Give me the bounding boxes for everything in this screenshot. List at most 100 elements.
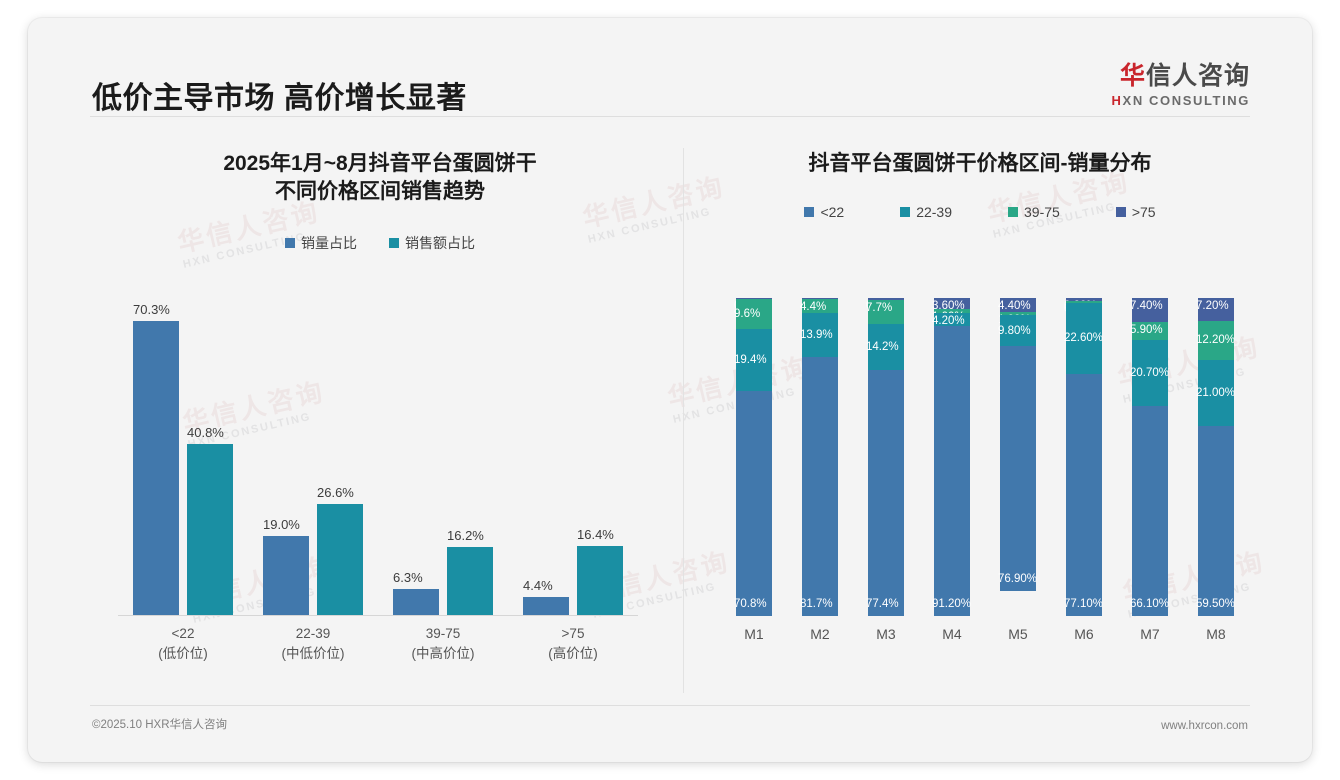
stacked-segment[interactable]: 19.4% [734,329,772,391]
bar-value-label: 6.3% [393,569,423,585]
stacked-bar-x-axis: M1 M2 M3 M4 M5 M6 M7 M8 [720,616,1250,656]
bar-value-label: 16.4% [577,527,614,543]
grouped-bar-chart: 70.3% 40.8% 19.0% 26.6% 6.3% 16.2% 4.4% 16.4% <… [98,296,658,661]
legend-item[interactable]: 22-39 [900,204,952,220]
stacked-segment-value-label: 70.8% [734,597,767,610]
bar-column[interactable]: 16.4% [577,527,623,615]
stacked-segment[interactable]: 22.60% [1064,303,1104,374]
logo-english-rest: XN CONSULTING [1122,93,1250,108]
stacked-bar-column[interactable]: 4.4%4.4%13.9%81.7% [800,298,838,617]
stacked-segment[interactable]: 7.20% [1196,298,1234,321]
stacked-bar-plot-area: 0.2%9.6%19.4%70.8%4.4%4.4%13.9%81.7%0.6%… [720,298,1250,617]
stacked-segment[interactable]: 12.20% [1196,320,1235,360]
legend-item[interactable]: 销售额占比 [389,233,475,253]
stacked-segment-value-label: 4.4% [800,301,827,314]
right-chart-legend: <22 22-39 39-75 >75 [700,204,1260,220]
stacked-bar-column[interactable]: 0.80%0.80%22.60%77.10% [1064,298,1104,617]
legend-item[interactable]: 39-75 [1008,204,1060,220]
panel-divider [683,148,684,693]
bar-column[interactable]: 16.2% [447,528,493,615]
stacked-segment[interactable]: 21.00% [1196,359,1236,427]
stacked-segment[interactable]: 77.4% [866,369,904,616]
stacked-segment[interactable]: 9.80% [998,315,1036,347]
bar[interactable]: 19.0% [263,517,309,615]
slide-frame: 华信人咨询 HXN CONSULTING 华信人咨询 HXN CONSULTIN… [28,18,1312,762]
stacked-segment[interactable]: 66.10% [1130,406,1170,616]
grouped-bar-x-axis: <22 (低价位) 22-39 (中低价位) 39-75 (中高价位) >75 (高价位) [118,616,638,661]
bar-column[interactable]: 70.3% [133,302,179,615]
stacked-segment[interactable]: 20.70% [1130,340,1169,406]
legend-swatch-icon [1115,207,1126,218]
stacked-segment[interactable]: 4.40% [998,298,1036,312]
stacked-bar-column[interactable]: 4.40%1.00%9.80%76.90% [998,298,1037,616]
bar-column[interactable]: 40.8% [187,425,233,615]
stacked-segment[interactable]: 4.20% [932,312,970,327]
bar[interactable]: 70.3% [133,302,179,615]
stacked-bar-column[interactable]: 7.20% 12.20% 21.00% 59.50% [1196,298,1236,616]
stacked-segment-value-label: 66.10% [1130,598,1170,610]
bar-column[interactable]: 4.4% [523,578,569,615]
legend-swatch-icon [285,237,295,248]
legend-swatch-icon [1008,207,1018,218]
x-axis-tick-label: <22 [171,626,195,641]
bar-column[interactable]: 26.6% [317,485,363,615]
x-axis-tick-label: M1 [744,626,764,642]
stacked-segment[interactable]: 9.6% [734,298,772,330]
stacked-segment[interactable]: 59.50% [1196,426,1236,616]
legend-item[interactable]: 销量占比 [285,233,357,253]
bar[interactable]: 26.6% [317,485,363,615]
bar[interactable]: 16.2% [447,528,493,615]
x-axis-tick-sublabel: (中低价位) [281,646,345,662]
stacked-segment[interactable]: 13.9% [800,313,838,358]
stacked-bar-column[interactable]: 0.6%7.7%14.2%77.4% [866,298,904,616]
stacked-segment[interactable]: 4.4% [800,299,838,314]
stacked-segment[interactable]: 81.7% [800,357,838,617]
stacked-segment-value-label: 59.50% [1196,597,1236,610]
bar[interactable]: 4.4% [523,578,569,615]
x-axis-tick-label: M5 [1008,626,1028,642]
stacked-segment[interactable]: 7.40% [1130,298,1168,322]
stacked-segment[interactable]: 14.2% [866,324,904,370]
stacked-bar-column[interactable]: 7.40% 5.90% 20.70% 66.10% [1130,298,1170,616]
stacked-segment[interactable]: 77.10% [1064,373,1104,617]
legend-item[interactable]: >75 [1115,204,1156,220]
legend-item[interactable]: <22 [804,204,844,220]
legend-swatch-icon [804,207,815,218]
stacked-segment-value-label: 22.60% [1064,332,1104,345]
stacked-segment-value-label: 19.4% [734,353,767,366]
stacked-segment[interactable]: 70.8% [734,390,772,616]
stacked-segment-value-label: 7.40% [1130,300,1163,312]
stacked-segment-value-label: 77.10% [1064,598,1104,611]
x-axis-tick: 22-39 (中低价位) [258,624,368,665]
stacked-segment-value-label: 21.00% [1196,387,1236,400]
stacked-segment-value-label: 77.4% [866,597,899,610]
stacked-segment[interactable]: 7.7% [866,299,904,325]
bar-column[interactable]: 6.3% [393,570,439,615]
header-divider [90,116,1250,117]
grouped-bar-plot-area: 70.3% 40.8% 19.0% 26.6% 6.3% 16.2% 4.4% 16.4% [118,298,638,616]
stacked-bar-column[interactable]: 3.60%1.00%4.20%91.20% [932,298,971,616]
stacked-segment[interactable]: 3.60% [932,298,970,312]
bar[interactable]: 16.4% [577,527,623,615]
x-axis-tick-label: M8 [1206,626,1226,642]
stacked-segment[interactable]: 91.20% [932,325,971,616]
x-axis-tick: <22 (低价位) [128,624,238,665]
stacked-segment-value-label: 4.20% [932,314,965,327]
legend-label: 销量占比 [301,234,357,251]
x-axis-tick-label: M4 [942,626,962,642]
bar-column[interactable]: 19.0% [263,517,309,615]
stacked-segment[interactable]: 5.90% [1130,321,1168,341]
bar[interactable]: 6.3% [393,570,439,615]
left-chart-title: 2025年1月~8月抖音平台蛋圆饼干 不同价格区间销售趋势 [90,150,670,207]
stacked-segment-value-label: 9.6% [734,307,761,320]
stacked-segment-value-label: 14.2% [866,340,899,353]
stacked-segment[interactable]: 76.90% [998,346,1037,591]
bar-value-label: 26.6% [317,484,354,500]
bar[interactable]: 40.8% [187,425,233,615]
logo-chinese-rest: 信人咨询 [1145,62,1250,90]
left-chart-title-line1: 2025年1月~8月抖音平台蛋圆饼干 [223,152,537,175]
bar-value-label: 16.2% [447,528,484,544]
footer-website: www.hxrcon.com [1161,720,1248,732]
stacked-bar-column[interactable]: 0.2%9.6%19.4%70.8% [734,298,772,616]
stacked-segment-value-label: 9.80% [998,324,1031,337]
